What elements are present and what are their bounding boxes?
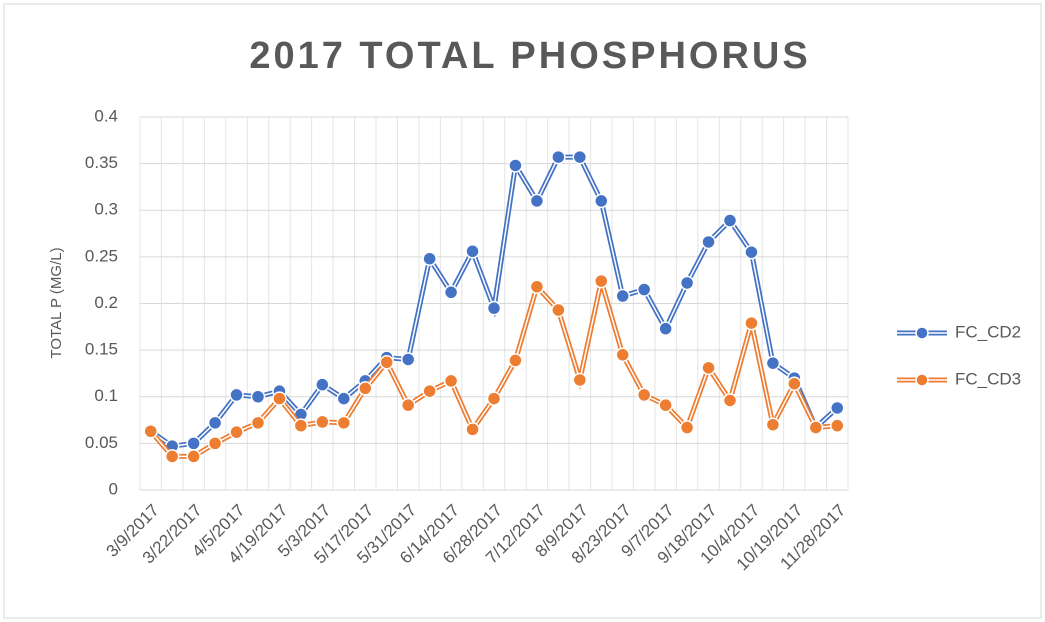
point xyxy=(164,449,180,464)
y-tick-label: 0.3 xyxy=(94,200,118,219)
y-tick-label: 0.25 xyxy=(85,246,118,265)
point xyxy=(594,193,609,209)
point xyxy=(551,302,566,318)
chart-title: 2017 TOTAL PHOSPHORUS xyxy=(249,35,810,77)
point xyxy=(636,387,652,403)
point xyxy=(529,193,545,209)
point xyxy=(186,449,201,464)
point xyxy=(443,285,459,300)
point xyxy=(744,244,759,260)
point xyxy=(615,347,630,363)
y-tick-label: 0.05 xyxy=(85,433,118,452)
point xyxy=(422,251,437,266)
point xyxy=(830,400,845,416)
point xyxy=(679,275,695,291)
chart-border xyxy=(3,3,1042,619)
point xyxy=(808,420,824,435)
point xyxy=(465,244,480,259)
point xyxy=(400,352,416,367)
point xyxy=(594,273,609,289)
point xyxy=(529,279,545,294)
point xyxy=(572,372,588,388)
legend-marker xyxy=(915,326,929,340)
point xyxy=(787,376,802,391)
point xyxy=(486,391,502,406)
point xyxy=(486,300,502,316)
point xyxy=(744,315,759,331)
point xyxy=(465,422,480,437)
y-tick-label: 0 xyxy=(109,479,118,498)
point xyxy=(229,424,244,440)
legend-label: FC_CD3 xyxy=(955,369,1021,388)
point xyxy=(250,415,266,431)
point xyxy=(551,149,566,165)
y-axis-title: TOTAL P (MG/L) xyxy=(48,247,65,358)
point xyxy=(422,383,437,399)
point xyxy=(701,234,716,250)
point xyxy=(722,393,738,408)
point xyxy=(508,353,523,368)
y-tick-label: 0.2 xyxy=(94,293,118,312)
point xyxy=(186,436,201,451)
point xyxy=(315,414,330,430)
point xyxy=(658,321,673,336)
point xyxy=(379,354,394,370)
point xyxy=(615,288,630,304)
point xyxy=(358,381,373,396)
point xyxy=(572,149,588,165)
y-tick-label: 0.1 xyxy=(94,386,118,405)
point xyxy=(636,282,652,297)
point xyxy=(207,436,223,451)
point xyxy=(701,360,716,376)
point xyxy=(443,373,459,389)
point xyxy=(293,418,309,433)
point xyxy=(658,397,673,413)
point xyxy=(830,418,845,433)
point xyxy=(315,377,330,392)
point xyxy=(765,355,781,371)
point xyxy=(679,420,695,435)
point xyxy=(143,424,158,439)
point xyxy=(508,158,523,173)
y-tick-label: 0.15 xyxy=(85,340,118,359)
y-tick-label: 0.35 xyxy=(85,153,118,172)
point xyxy=(336,391,352,406)
legend-marker xyxy=(915,373,929,387)
point xyxy=(722,213,738,228)
point xyxy=(272,391,287,406)
legend-label: FC_CD2 xyxy=(955,322,1021,341)
point xyxy=(336,415,352,431)
point xyxy=(207,415,223,431)
point xyxy=(765,417,781,432)
point xyxy=(400,397,416,413)
y-tick-label: 0.4 xyxy=(94,106,118,125)
point xyxy=(229,387,244,403)
point xyxy=(250,389,266,404)
